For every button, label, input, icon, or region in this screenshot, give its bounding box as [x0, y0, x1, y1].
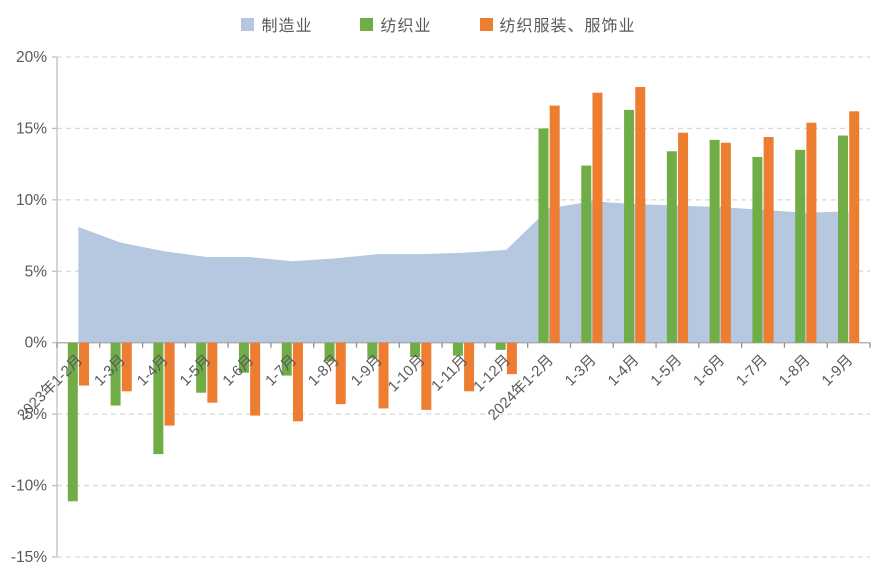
bar-textile: [666, 151, 677, 343]
legend-label-apparel: 纺织服装、服饰业: [499, 18, 636, 35]
bar-apparel: [678, 132, 689, 343]
legend-label-manufacturing: 制造业: [261, 18, 313, 35]
bar-apparel: [78, 342, 89, 386]
y-axis-label: 20%: [16, 49, 47, 66]
y-axis-label: -10%: [11, 478, 47, 495]
bar-apparel: [121, 342, 132, 392]
x-axis-label: 1-3月: [562, 352, 600, 390]
bar-apparel: [207, 342, 218, 403]
bar-textile: [452, 342, 463, 356]
bar-apparel: [549, 105, 560, 343]
legend-item-apparel: 纺织服装、服饰业: [479, 12, 636, 36]
bar-apparel: [763, 137, 774, 343]
y-axis-label: -5%: [19, 406, 47, 423]
bar-apparel: [164, 342, 175, 426]
bar-textile: [67, 342, 78, 502]
bar-textile: [581, 165, 592, 343]
legend-label-textile: 纺织业: [380, 18, 432, 35]
bar-textile: [624, 109, 635, 343]
y-axis-label: 5%: [25, 263, 48, 280]
bar-apparel: [250, 342, 261, 416]
y-axis-label: 0%: [25, 335, 48, 352]
legend-swatch-manufacturing: [241, 17, 255, 31]
bar-apparel: [849, 111, 860, 343]
bar-textile: [410, 342, 421, 357]
bar-apparel: [292, 342, 303, 422]
bar-apparel: [806, 122, 817, 343]
bar-textile: [752, 157, 763, 343]
bar-apparel: [635, 87, 646, 343]
bar-textile: [538, 128, 549, 343]
x-axis-label: 1-5月: [647, 352, 685, 390]
x-axis-label: 1-8月: [776, 352, 814, 390]
bar-apparel: [335, 342, 346, 405]
y-axis-label: -15%: [11, 549, 47, 566]
bar-textile: [153, 342, 164, 455]
legend-swatch-apparel: [479, 17, 493, 31]
bar-textile: [110, 342, 121, 406]
x-axis-label: 1-6月: [690, 352, 728, 390]
area-series-manufacturing: [78, 201, 849, 343]
legend-item-textile: 纺织业: [360, 12, 431, 36]
bar-textile: [367, 342, 378, 359]
legend-swatch-textile: [360, 17, 374, 31]
chart-legend: 制造业 纺织业 纺织服装、服饰业: [0, 10, 877, 38]
bar-textile: [495, 342, 506, 350]
bar-textile: [281, 342, 292, 376]
bar-apparel: [378, 342, 389, 409]
y-axis-label: 10%: [16, 192, 47, 209]
bar-textile: [709, 139, 720, 343]
bar-textile: [238, 342, 249, 373]
bar-apparel: [464, 342, 475, 392]
bar-apparel: [592, 92, 603, 343]
bar-textile: [196, 342, 207, 393]
x-axis-label: 1-4月: [605, 352, 643, 390]
x-axis-label: 1-7月: [733, 352, 771, 390]
bar-textile: [838, 135, 849, 343]
legend-item-manufacturing: 制造业: [241, 12, 312, 36]
y-axis-label: 15%: [16, 120, 47, 137]
x-axis-label: 1-9月: [818, 352, 856, 390]
bar-apparel: [506, 342, 517, 375]
bar-apparel: [421, 342, 432, 410]
bar-apparel: [720, 142, 731, 343]
bar-textile: [795, 149, 806, 343]
bar-textile: [324, 342, 335, 362]
